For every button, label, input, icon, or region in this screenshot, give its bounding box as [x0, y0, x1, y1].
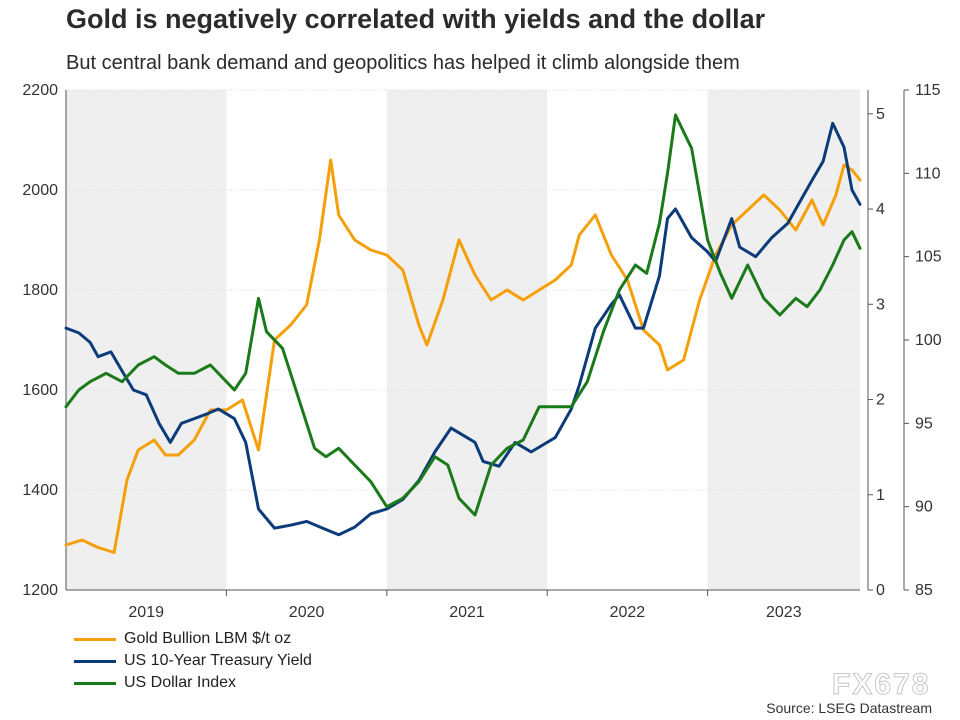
dollar-tick-label-85: 85 — [915, 582, 933, 599]
source-note: Source: LSEG Datastream — [766, 700, 932, 716]
x-tick-label-2020: 2020 — [289, 604, 325, 621]
legend-item-dollar: US Dollar Index — [74, 672, 312, 694]
left-tick-label-1400: 1400 — [22, 482, 58, 499]
chart-legend: Gold Bullion LBM $/t oz US 10-Year Treas… — [74, 628, 312, 694]
x-tick-label-2019: 2019 — [128, 604, 164, 621]
watermark-logo: FX678 — [831, 668, 931, 702]
yield-tick-label-4: 4 — [876, 201, 885, 218]
yield-series-line — [64, 121, 862, 537]
dollar-tick-label-110: 110 — [915, 165, 941, 182]
year-band-2021 — [386, 90, 548, 590]
year-band-2019 — [66, 90, 227, 590]
legend-swatch-yield — [74, 659, 116, 663]
yield-tick-label-1: 1 — [876, 487, 885, 504]
dollar-tick-label-105: 105 — [915, 249, 942, 266]
left-tick-label-2000: 2000 — [22, 182, 58, 199]
yield-tick-label-0: 0 — [876, 582, 885, 599]
year-band-2023 — [707, 90, 860, 590]
legend-item-gold: Gold Bullion LBM $/t oz — [74, 628, 312, 650]
x-tick-label-2022: 2022 — [610, 604, 646, 621]
dollar-tick-label-95: 95 — [915, 415, 933, 432]
chart-title: Gold is negatively correlated with yield… — [66, 4, 766, 34]
yield-tick-label-2: 2 — [876, 392, 885, 409]
x-tick-label-2023: 2023 — [766, 604, 802, 621]
legend-label-dollar: US Dollar Index — [124, 674, 237, 691]
dollar-tick-label-90: 90 — [915, 499, 933, 516]
dollar-tick-label-115: 115 — [915, 82, 941, 99]
legend-swatch-dollar — [74, 681, 116, 685]
legend-label-gold: Gold Bullion LBM $/t oz — [124, 630, 292, 647]
left-tick-label-1200: 1200 — [22, 582, 58, 599]
legend-swatch-gold — [74, 637, 116, 641]
left-tick-label-2200: 2200 — [22, 82, 58, 99]
legend-item-yield: US 10-Year Treasury Yield — [74, 650, 312, 672]
gold-series-line — [64, 158, 862, 554]
yield-tick-label-3: 3 — [876, 296, 885, 313]
dollar-series-line — [64, 113, 862, 517]
yield-tick-label-5: 5 — [876, 106, 885, 123]
x-tick-label-2021: 2021 — [449, 604, 485, 621]
chart-subtitle: But central bank demand and geopolitics … — [66, 52, 740, 74]
left-tick-label-1600: 1600 — [22, 382, 58, 399]
legend-label-yield: US 10-Year Treasury Yield — [124, 652, 312, 669]
dollar-tick-label-100: 100 — [915, 332, 942, 349]
left-tick-label-1800: 1800 — [22, 282, 58, 299]
